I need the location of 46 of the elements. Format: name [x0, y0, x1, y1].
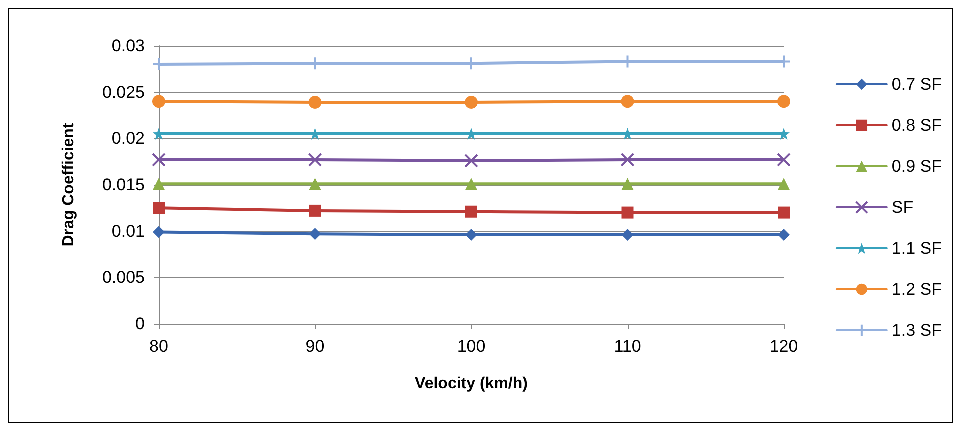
y-tick-label: 0.015	[102, 176, 145, 194]
point	[778, 206, 790, 219]
point	[152, 95, 166, 108]
legend-label: SF	[892, 198, 914, 217]
point	[778, 229, 790, 242]
x-tick-label: 90	[306, 337, 325, 356]
legend-label: 0.8 SF	[892, 116, 942, 135]
y-axis-title: Drag Coefficient	[60, 122, 78, 247]
point	[778, 178, 790, 190]
point	[777, 152, 791, 167]
point	[778, 95, 790, 108]
x-tick-label: 80	[150, 337, 168, 356]
legend-label: 1.3 SF	[892, 321, 942, 340]
y-tick-label: 0.005	[102, 268, 145, 288]
legend-label: 0.9 SF	[892, 157, 942, 176]
point	[466, 229, 478, 242]
point	[464, 154, 478, 168]
legend-label: 1.2 SF	[892, 280, 942, 299]
point	[465, 96, 478, 110]
point	[153, 178, 165, 190]
point	[621, 95, 634, 108]
point	[622, 178, 634, 190]
point	[152, 152, 166, 167]
legend-label: 0.7 SF	[892, 75, 942, 94]
x-tick-label: 120	[770, 337, 798, 356]
x-tick-label: 110	[614, 337, 642, 356]
y-tick-label: 0.025	[102, 82, 145, 102]
y-tick-label: 0	[136, 314, 145, 334]
point	[466, 206, 478, 218]
point	[308, 152, 322, 167]
point	[309, 178, 322, 190]
y-tick-label: 0.03	[112, 36, 145, 56]
point	[620, 152, 635, 167]
legend-label: 1.1 SF	[892, 239, 942, 258]
y-tick-label: 0.02	[112, 129, 145, 148]
point	[309, 204, 322, 217]
point	[308, 96, 322, 110]
point	[622, 206, 634, 219]
point	[466, 178, 478, 190]
point	[153, 226, 165, 238]
x-tick-label: 100	[457, 337, 486, 356]
point	[309, 228, 322, 240]
y-tick-label: 0.01	[112, 222, 145, 241]
point	[622, 229, 634, 242]
x-axis-title: Velocity (km/h)	[415, 376, 528, 392]
point	[153, 202, 165, 214]
